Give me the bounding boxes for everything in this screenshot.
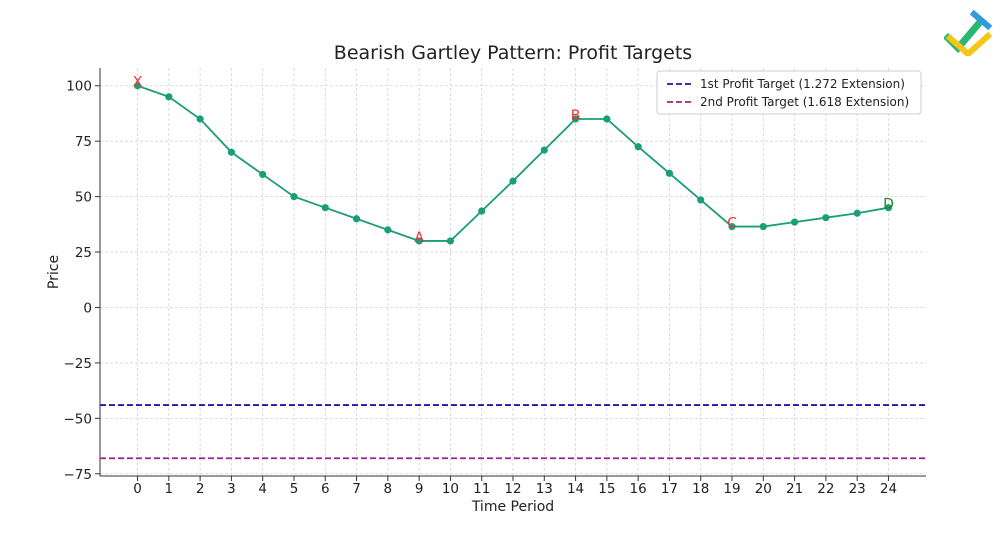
price-point [415, 237, 423, 245]
x-axis-label: Time Period [471, 499, 554, 515]
price-point [290, 193, 298, 201]
x-tick-label: 3 [227, 481, 236, 497]
y-tick-label: 25 [75, 245, 92, 261]
price-point [759, 222, 767, 231]
grid [100, 68, 926, 476]
price-point [540, 146, 548, 154]
price-point [321, 204, 329, 212]
logo-yellow-chevron [945, 31, 992, 56]
price-point [384, 226, 392, 234]
legend: 1st Profit Target (1.272 Extension) 2nd P… [656, 70, 922, 115]
x-tick-label: 4 [258, 481, 267, 497]
pattern-point-labels: X A B C D [133, 75, 894, 246]
price-point [728, 222, 736, 231]
price-series [133, 82, 893, 245]
legend-entry: 2nd Profit Target (1.618 Extension) [700, 95, 909, 109]
x-tick-label: 2 [196, 481, 205, 497]
chart-title: Bearish Gartley Pattern: Profit Targets [334, 42, 692, 64]
x-tick-label: 24 [880, 481, 897, 497]
x-tick-label: 0 [133, 481, 142, 497]
price-point [665, 169, 674, 177]
y-axis-label: Price [46, 255, 62, 289]
price-point [509, 177, 517, 185]
x-tick-label: 7 [352, 481, 361, 497]
price-point [884, 204, 893, 212]
x-tick-label: 1 [165, 481, 174, 497]
pattern-label: A [414, 230, 424, 246]
x-tick-label: 15 [598, 481, 615, 497]
legend-entry: 1st Profit Target (1.272 Extension) [700, 77, 905, 91]
pattern-label: B [571, 108, 581, 124]
tick-labels: 0 1 2 3 4 5 6 7 8 9 10 11 12 13 14 15 16 17 18 19 20 21 22 23 24… [64, 79, 898, 497]
y-tick-label: 100 [66, 79, 92, 95]
pattern-label: X [133, 75, 143, 91]
price-point [133, 82, 142, 90]
price-point [571, 115, 580, 123]
x-tick-label: 12 [504, 481, 521, 497]
price-point [478, 207, 486, 215]
logo-blue-stroke [969, 9, 992, 31]
pattern-label: D [883, 197, 894, 213]
price-point [603, 115, 611, 123]
price-point [352, 215, 361, 223]
x-tick-label: 8 [384, 481, 393, 497]
price-point [697, 196, 705, 204]
x-tick-label: 17 [661, 481, 678, 497]
price-point [196, 115, 204, 123]
price-point [822, 214, 830, 222]
price-point [853, 209, 861, 217]
y-tick-label: 50 [75, 190, 92, 206]
brand-logo-icon [944, 9, 992, 56]
price-point [165, 93, 173, 101]
y-tick-label: −25 [64, 356, 93, 372]
axes [95, 68, 926, 481]
x-tick-label: 13 [536, 481, 553, 497]
y-tick-label: 0 [83, 300, 92, 316]
price-point [790, 218, 799, 226]
price-point [634, 143, 642, 151]
y-tick-label: 75 [75, 134, 92, 150]
y-tick-label: −75 [64, 467, 93, 483]
price-point [227, 148, 236, 156]
x-tick-label: 18 [692, 481, 709, 497]
price-point [259, 170, 267, 179]
x-tick-label: 14 [567, 481, 584, 497]
x-tick-label: 22 [817, 481, 834, 497]
x-tick-label: 23 [849, 481, 866, 497]
x-tick-label: 5 [290, 481, 299, 497]
x-tick-label: 10 [442, 481, 459, 497]
legend-box [656, 70, 922, 115]
x-tick-label: 11 [473, 481, 490, 497]
x-tick-label: 20 [755, 481, 772, 497]
x-tick-label: 6 [321, 481, 330, 497]
y-tick-label: −50 [64, 411, 93, 427]
x-tick-label: 9 [415, 481, 424, 497]
price-point [446, 237, 455, 245]
pattern-label: C [727, 216, 737, 232]
x-tick-label: 19 [723, 481, 740, 497]
profit-target-lines [100, 404, 926, 460]
x-tick-label: 21 [786, 481, 803, 497]
x-tick-label: 16 [630, 481, 647, 497]
